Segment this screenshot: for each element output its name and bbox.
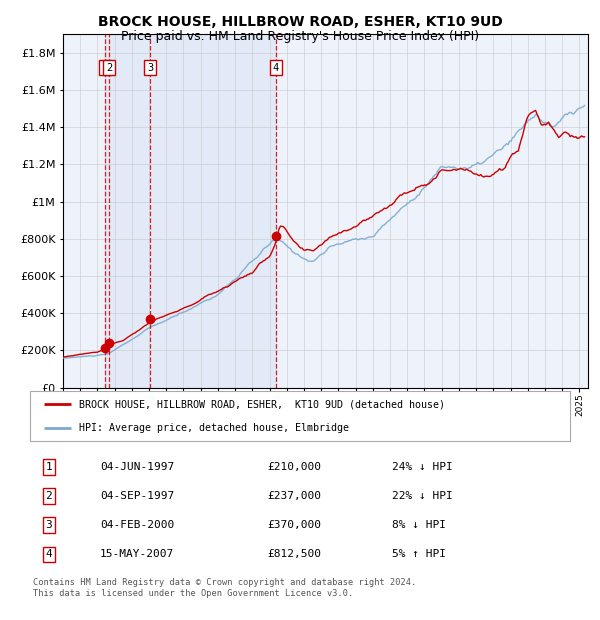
Text: £210,000: £210,000 <box>268 462 322 472</box>
Text: 04-SEP-1997: 04-SEP-1997 <box>100 491 175 501</box>
Text: 2: 2 <box>46 491 52 501</box>
Text: £237,000: £237,000 <box>268 491 322 501</box>
Text: 1: 1 <box>46 462 52 472</box>
Text: £812,500: £812,500 <box>268 549 322 559</box>
Text: 4: 4 <box>46 549 52 559</box>
Text: BROCK HOUSE, HILLBROW ROAD, ESHER,  KT10 9UD (detached house): BROCK HOUSE, HILLBROW ROAD, ESHER, KT10 … <box>79 399 445 409</box>
Text: 3: 3 <box>148 63 154 73</box>
Text: 8% ↓ HPI: 8% ↓ HPI <box>392 520 446 530</box>
Text: 5% ↑ HPI: 5% ↑ HPI <box>392 549 446 559</box>
Text: Price paid vs. HM Land Registry's House Price Index (HPI): Price paid vs. HM Land Registry's House … <box>121 30 479 43</box>
Text: This data is licensed under the Open Government Licence v3.0.: This data is licensed under the Open Gov… <box>33 589 353 598</box>
Text: £370,000: £370,000 <box>268 520 322 530</box>
Text: HPI: Average price, detached house, Elmbridge: HPI: Average price, detached house, Elmb… <box>79 423 349 433</box>
Text: 24% ↓ HPI: 24% ↓ HPI <box>392 462 452 472</box>
Text: Contains HM Land Registry data © Crown copyright and database right 2024.: Contains HM Land Registry data © Crown c… <box>33 578 416 587</box>
Text: 3: 3 <box>46 520 52 530</box>
Text: 04-FEB-2000: 04-FEB-2000 <box>100 520 175 530</box>
Text: 04-JUN-1997: 04-JUN-1997 <box>100 462 175 472</box>
Text: 22% ↓ HPI: 22% ↓ HPI <box>392 491 452 501</box>
Text: 4: 4 <box>273 63 279 73</box>
Text: BROCK HOUSE, HILLBROW ROAD, ESHER, KT10 9UD: BROCK HOUSE, HILLBROW ROAD, ESHER, KT10 … <box>98 16 502 30</box>
Bar <box>104 34 276 388</box>
Text: 2: 2 <box>106 63 112 73</box>
Text: 15-MAY-2007: 15-MAY-2007 <box>100 549 175 559</box>
Text: 1: 1 <box>101 63 108 73</box>
